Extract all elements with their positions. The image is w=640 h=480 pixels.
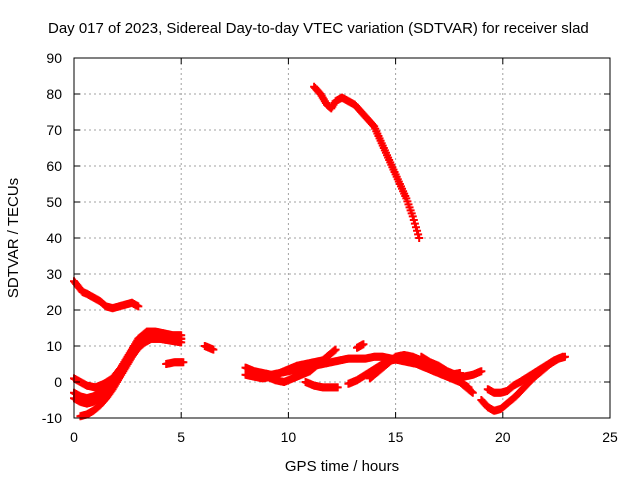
data-point (558, 352, 567, 361)
data-point (331, 345, 340, 354)
x-tick-label: 25 (602, 429, 618, 445)
y-tick-label: 60 (46, 158, 62, 174)
y-axis-label: SDTVAR / TECUs (5, 178, 22, 298)
series-arc-early-high (70, 277, 143, 313)
series-arc-late-b (483, 352, 567, 397)
data-point (134, 302, 143, 311)
data-point (359, 340, 368, 349)
x-tick-label: 10 (281, 429, 297, 445)
series-arc-early-low-c (70, 331, 186, 403)
y-tick-label: -10 (42, 410, 62, 426)
x-axis-label: GPS time / hours (285, 458, 399, 475)
y-tick-label: 20 (46, 302, 62, 318)
series-arc-11to12-low (301, 378, 342, 392)
data-point (177, 334, 186, 343)
series-arc-high-11to16 (310, 82, 424, 242)
data-point (179, 358, 188, 367)
y-tick-label: 80 (46, 86, 62, 102)
y-tick-label: 10 (46, 338, 62, 354)
series-arc-8to11-c (245, 345, 340, 386)
series-arc-short-4.5h (162, 358, 188, 368)
x-tick-label: 0 (70, 429, 78, 445)
series-arc-16to19 (417, 352, 486, 381)
data-series (70, 82, 569, 421)
y-tick-label: 30 (46, 266, 62, 282)
y-tick-label: 0 (54, 374, 62, 390)
series-arc-short-13h (353, 340, 368, 352)
y-tick-label: 70 (46, 122, 62, 138)
data-point (209, 345, 218, 354)
x-tick-label: 20 (495, 429, 511, 445)
grid (74, 58, 610, 418)
data-point (477, 367, 486, 376)
y-tick-label: 90 (46, 50, 62, 66)
data-point (415, 234, 424, 242)
chart-title: Day 017 of 2023, Sidereal Day-to-day VTE… (48, 20, 589, 37)
x-tick-label: 5 (177, 429, 185, 445)
y-tick-label: 50 (46, 194, 62, 210)
x-tick-label: 15 (388, 429, 404, 445)
data-point (333, 383, 342, 392)
axis-ticks: 0 5 10 15 20 25 -10 0 10 20 30 40 50 60 70 80 90 (42, 50, 618, 445)
series-arc-short-6h (200, 342, 218, 354)
y-tick-label: 40 (46, 230, 62, 246)
data-point (468, 388, 477, 397)
